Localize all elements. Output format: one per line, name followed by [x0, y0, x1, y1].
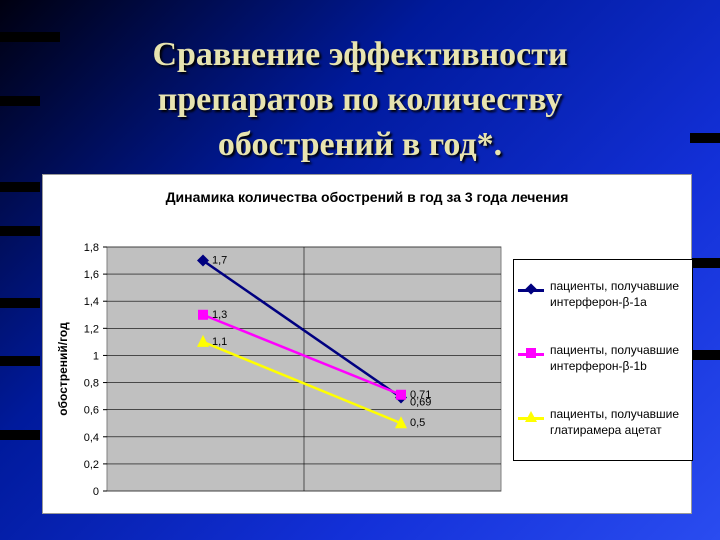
y-tick-label: 0	[93, 486, 99, 498]
slide-title-line: Сравнение эффективности	[152, 36, 568, 73]
y-tick-label: 0,4	[84, 432, 99, 444]
line-chart: 0 0,2 0,4 0,6 0,8 1 1,2 1,4 1,6 1,8 обострений/год…	[56, 242, 502, 498]
y-tick-label: 1	[93, 350, 99, 362]
y-axis-label: обострений/год	[56, 322, 70, 416]
series-line	[202, 340, 402, 425]
y-tick-label: 0,8	[84, 378, 99, 390]
triangle-marker-icon	[525, 411, 537, 422]
y-tick-label: 1,8	[84, 242, 99, 254]
decorative-stripe	[690, 350, 720, 360]
legend-label: пациенты, получавшие интерферон-β-1a	[550, 279, 680, 309]
decorative-stripe	[0, 226, 40, 236]
y-tick-label: 1,4	[84, 296, 99, 308]
data-point	[395, 416, 407, 429]
decorative-stripe	[0, 430, 40, 440]
slide-title-line: обострений в год*.	[217, 126, 503, 163]
square-marker-icon	[526, 348, 536, 358]
legend-label: пациенты, получавшие интерферон-β-1b	[550, 343, 680, 373]
data-label: 0,69	[410, 396, 431, 408]
y-tick-label: 1,6	[84, 269, 99, 281]
data-point	[198, 309, 208, 320]
data-point	[396, 389, 406, 400]
legend-label: пациенты, получавшие глатирамера ацетат	[550, 407, 680, 437]
data-label: 0,5	[410, 417, 425, 429]
data-label: 1,3	[212, 309, 227, 321]
data-point	[197, 334, 209, 347]
chart-panel: Динамика количества обострений в год за …	[42, 174, 693, 514]
decorative-stripe	[0, 182, 40, 192]
chart-legend: пациенты, получавшие интерферон-β-1a пац…	[513, 259, 693, 461]
data-label: 0,71	[410, 389, 431, 401]
decorative-stripe	[690, 133, 720, 143]
decorative-stripe	[0, 356, 40, 366]
y-tick-label: 0,2	[84, 459, 99, 471]
decorative-stripe	[690, 258, 720, 268]
series-line	[202, 259, 402, 399]
chart-title: Динамика количества обострений в год за …	[165, 189, 569, 205]
y-tick-label: 1,2	[84, 323, 99, 335]
diamond-marker-icon	[525, 283, 537, 295]
decorative-stripe	[0, 32, 60, 42]
decorative-stripe	[0, 298, 40, 308]
y-tick-label: 0,6	[84, 405, 99, 417]
data-label: 1,7	[212, 255, 227, 267]
series-line	[202, 313, 402, 396]
slide-title: Сравнение эффективности препаратов по ко…	[110, 32, 610, 167]
data-label: 1,1	[212, 336, 227, 348]
slide-title-line: препаратов по количеству	[157, 81, 563, 118]
decorative-stripe	[0, 96, 40, 106]
